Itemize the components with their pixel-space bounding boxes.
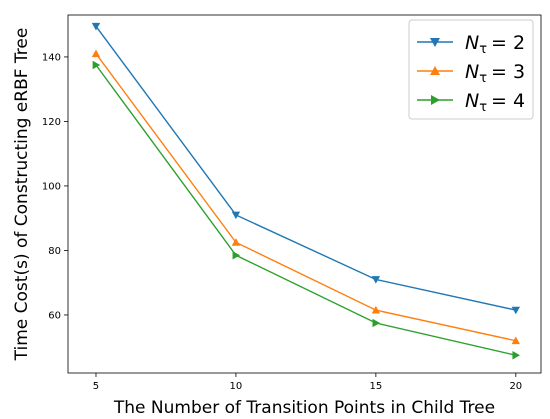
- legend-value: = 2: [491, 32, 525, 54]
- x-tick-label: 10: [230, 381, 243, 392]
- data-point: [91, 49, 101, 58]
- legend-marker: [431, 95, 440, 105]
- legend-item: Nτ = 2: [417, 32, 525, 57]
- legend-label: Nτ = 2: [465, 32, 525, 57]
- x-tick-label: 5: [93, 381, 99, 392]
- data-point: [91, 22, 101, 31]
- y-tick-label: 60: [48, 310, 61, 321]
- legend-subscript: τ: [479, 100, 487, 115]
- y-tick-label: 100: [42, 181, 61, 192]
- legend-symbol: N: [465, 90, 479, 112]
- legend-symbol: N: [465, 61, 479, 83]
- y-tick-label: 140: [42, 52, 61, 63]
- data-point: [231, 211, 241, 220]
- y-axis-label: Time Cost(s) of Constructing eRBF Tree: [12, 28, 32, 362]
- y-tick-label: 120: [42, 117, 61, 128]
- legend-box: [408, 19, 534, 120]
- x-tick-label: 15: [370, 381, 383, 392]
- data-point: [231, 238, 241, 246]
- plot-area-frame: [67, 14, 542, 374]
- data-point: [232, 251, 241, 260]
- data-point: [371, 276, 381, 284]
- x-axis-ticks: 5 10 15 20: [93, 373, 522, 392]
- legend-item: Nτ = 3: [417, 61, 525, 86]
- legend-subscript: τ: [479, 71, 487, 86]
- series-2: [91, 49, 521, 345]
- series-line: [95, 25, 516, 311]
- series-1: [91, 22, 521, 315]
- legend-label: Nτ = 3: [465, 61, 525, 86]
- series-line: [95, 64, 516, 356]
- legend-value: = 4: [491, 90, 525, 112]
- data-point: [371, 305, 381, 314]
- x-tick-label: 20: [509, 381, 522, 392]
- data-point: [372, 318, 381, 328]
- series-3: [92, 60, 521, 360]
- data-point: [511, 306, 521, 315]
- x-axis-label: The Number of Transition Points in Child…: [113, 398, 495, 418]
- legend-item: Nτ = 4: [417, 90, 525, 115]
- legend-marker: [430, 38, 440, 47]
- data-point: [92, 60, 101, 70]
- series-line: [95, 53, 516, 342]
- data-point: [512, 351, 521, 360]
- legend-subscript: τ: [479, 42, 487, 57]
- legend-symbol: N: [465, 32, 479, 54]
- y-axis-ticks: 60 80 100 120 140: [42, 52, 68, 321]
- legend-label: Nτ = 4: [465, 90, 525, 115]
- legend: Nτ = 2 Nτ = 3 Nτ = 4: [408, 19, 534, 120]
- legend-marker: [430, 66, 440, 75]
- data-point: [511, 336, 521, 345]
- legend-value: = 3: [491, 61, 525, 83]
- y-tick-label: 80: [48, 246, 61, 257]
